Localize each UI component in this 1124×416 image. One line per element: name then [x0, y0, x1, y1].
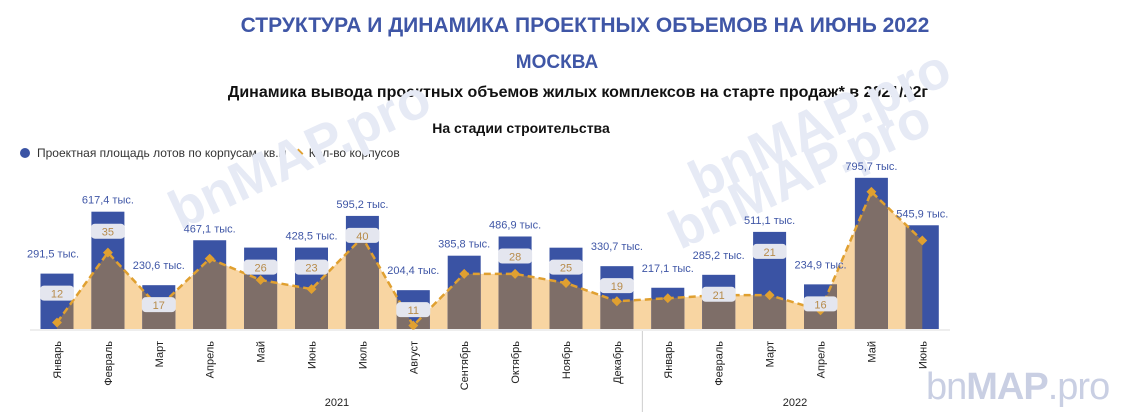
- count-label: 21: [713, 290, 725, 302]
- bar-value-label: 385,8 тыс.: [438, 239, 490, 251]
- line-point: [611, 296, 622, 307]
- x-tick-label: Июль: [357, 341, 369, 369]
- x-tick-label: Май: [866, 341, 878, 363]
- legend-bar-label: Проектная площадь лотов по корпусам, кв.…: [37, 146, 287, 160]
- count-label: 25: [560, 263, 572, 275]
- count-label-bg: [752, 243, 787, 259]
- count-label-bg: [141, 297, 176, 313]
- chart-subtitle: Динамика вывода проектных объемов жилых …: [227, 84, 929, 101]
- bar-value-label: 467,1 тыс.: [184, 223, 236, 235]
- count-label-bg: [294, 259, 329, 275]
- line-point: [866, 186, 877, 197]
- bar-value-label: 234,9 тыс.: [794, 259, 846, 271]
- x-tick-label: Апрель: [205, 341, 217, 379]
- count-label: 21: [763, 247, 775, 259]
- x-tick-label: Июнь: [917, 341, 929, 369]
- line-point: [764, 290, 775, 301]
- count-label-bg: [396, 302, 431, 318]
- line-point: [561, 278, 571, 288]
- x-tick-label: Май: [256, 341, 268, 363]
- x-tick-label: Сентябрь: [459, 341, 471, 391]
- count-label-bg: [90, 223, 125, 239]
- chart-title: На стадии строительства: [432, 120, 610, 136]
- legend-line-label: Кол-во корпусов: [308, 146, 400, 160]
- x-tick-label: Март: [154, 341, 166, 367]
- x-tick-label: Апрель: [816, 341, 828, 379]
- line-point: [204, 253, 215, 264]
- count-label: 12: [51, 289, 63, 301]
- line-point: [917, 235, 928, 246]
- line-point: [102, 247, 113, 258]
- count-label: 23: [305, 263, 317, 275]
- bar-value-label: 545,9 тыс.: [896, 208, 948, 220]
- bar-value-label: 204,4 тыс.: [387, 265, 439, 277]
- year-label: 2022: [783, 397, 807, 409]
- line-point: [306, 284, 317, 295]
- page-title: СТРУКТУРА И ДИНАМИКА ПРОЕКТНЫХ ОБЪЕМОВ Н…: [240, 14, 930, 37]
- x-tick-label: Август: [408, 341, 420, 374]
- city-title: МОСКВА: [515, 52, 599, 73]
- bar-value-label: 595,2 тыс.: [336, 199, 388, 211]
- bnmap-logo: bnMAP.pro: [926, 366, 1110, 408]
- count-label-bg: [345, 227, 380, 243]
- count-label-bg: [549, 259, 583, 275]
- bar-value-label: 428,5 тыс.: [285, 231, 337, 243]
- line-point: [662, 293, 673, 304]
- x-tick-label: Январь: [52, 341, 64, 379]
- line-point: [255, 275, 266, 285]
- bar-value-label: 217,1 тыс.: [642, 263, 694, 275]
- count-label: 11: [408, 305, 419, 317]
- line-area-overlap: [57, 191, 923, 329]
- count-label: 40: [356, 231, 368, 243]
- count-label: 28: [509, 251, 521, 263]
- count-label: 16: [814, 299, 826, 311]
- x-tick-label: Ноябрь: [561, 341, 573, 379]
- count-label: 35: [102, 227, 114, 239]
- line-series: [55, 189, 924, 328]
- count-label: 17: [153, 300, 165, 312]
- x-tick-label: Январь: [663, 341, 675, 379]
- x-tick-label: Декабрь: [612, 341, 624, 384]
- bar-value-label: 511,1 тыс.: [744, 215, 795, 227]
- bar-value-label: 230,6 тыс.: [133, 260, 185, 272]
- count-label-bg: [243, 259, 278, 275]
- bar-value-label: 330,7 тыс.: [591, 241, 643, 253]
- x-tick-label: Октябрь: [510, 341, 522, 384]
- x-tick-label: Февраль: [714, 341, 726, 386]
- line-point: [408, 320, 419, 331]
- count-label-bg: [599, 278, 634, 294]
- legend-bar-marker: [20, 148, 30, 158]
- x-tick-label: Март: [765, 341, 777, 367]
- x-tick-label: Февраль: [103, 341, 115, 386]
- count-label-bg: [803, 296, 838, 312]
- count-label-bg: [40, 285, 74, 301]
- bar-value-label: 486,9 тыс.: [489, 219, 541, 231]
- bar-value-label: 795,7 тыс.: [845, 161, 897, 173]
- count-label-bg: [498, 248, 533, 264]
- x-tick-label: Июнь: [307, 341, 319, 369]
- bar-value-label: 285,2 тыс.: [693, 250, 745, 262]
- count-label: 26: [254, 263, 266, 275]
- count-label-bg: [701, 286, 736, 302]
- bar-value-label: 617,4 тыс.: [82, 195, 134, 207]
- legend: Проектная площадь лотов по корпусам, кв.…: [20, 146, 400, 160]
- line-point: [459, 268, 470, 279]
- count-label: 19: [611, 281, 623, 293]
- bar-value-label: 291,5 тыс.: [27, 249, 79, 261]
- year-label: 2021: [325, 397, 349, 409]
- watermark: bnMAP.pro: [160, 68, 440, 241]
